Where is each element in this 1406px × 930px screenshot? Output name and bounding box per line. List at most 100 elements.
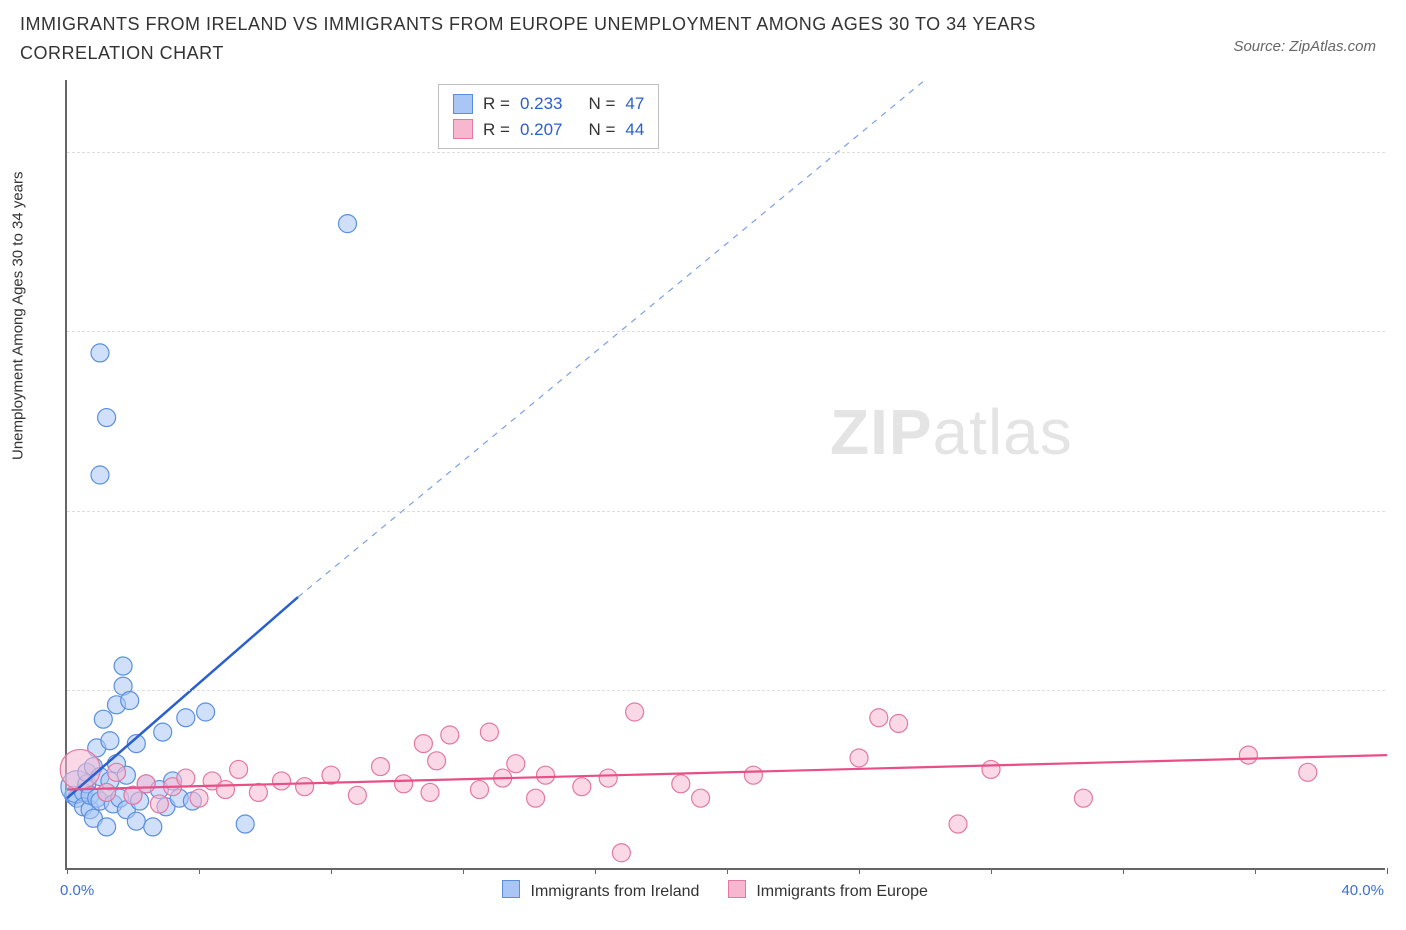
data-point-ireland [154, 723, 172, 741]
data-point-europe [1239, 746, 1257, 764]
data-point-ireland [101, 732, 119, 750]
data-point-europe [441, 726, 459, 744]
data-point-ireland [98, 409, 116, 427]
n-value-europe: 44 [625, 117, 644, 143]
data-point-europe [850, 749, 868, 767]
stat-row-europe: R = 0.207 N = 44 [453, 117, 644, 143]
stat-swatch-europe [453, 119, 473, 139]
data-point-europe [599, 769, 617, 787]
data-point-europe [527, 789, 545, 807]
trend-line [67, 597, 298, 798]
data-point-europe [537, 766, 555, 784]
data-point-ireland [91, 344, 109, 362]
data-point-ireland [121, 692, 139, 710]
x-tick-mark [199, 868, 200, 874]
data-point-europe [612, 844, 630, 862]
data-point-europe [177, 769, 195, 787]
chart-title: IMMIGRANTS FROM IRELAND VS IMMIGRANTS FR… [20, 10, 1120, 68]
data-point-europe [1074, 789, 1092, 807]
y-tick-label: 50.0% [1390, 143, 1406, 160]
data-point-europe [672, 775, 690, 793]
y-tick-label: 37.5% [1390, 323, 1406, 340]
x-tick-mark [1255, 868, 1256, 874]
trend-line [298, 80, 925, 597]
n-label: N = [588, 117, 615, 143]
x-tick-mark [1387, 868, 1388, 874]
data-point-europe [471, 781, 489, 799]
data-point-europe [296, 778, 314, 796]
data-point-ireland [177, 709, 195, 727]
legend-label-ireland: Immigrants from Ireland [531, 883, 700, 900]
data-point-europe [249, 783, 267, 801]
data-point-europe [395, 775, 413, 793]
data-point-europe [507, 755, 525, 773]
legend-swatch-ireland [502, 880, 520, 898]
data-point-europe [150, 795, 168, 813]
data-point-europe [348, 786, 366, 804]
plot-area: 12.5%25.0%37.5%50.0% [65, 80, 1385, 870]
data-point-ireland [127, 812, 145, 830]
data-point-ireland [98, 818, 116, 836]
source-label: Source: ZipAtlas.com [1233, 38, 1376, 55]
data-point-europe [870, 709, 888, 727]
data-point-europe [414, 735, 432, 753]
x-tick-mark [331, 868, 332, 874]
x-tick-mark [991, 868, 992, 874]
data-point-ireland [114, 657, 132, 675]
gridline-h [67, 511, 1385, 512]
trend-line [67, 755, 1387, 789]
x-tick-mark [463, 868, 464, 874]
legend-swatch-europe [728, 880, 746, 898]
data-point-ireland [144, 818, 162, 836]
data-point-europe [372, 758, 390, 776]
legend-label-europe: Immigrants from Europe [756, 883, 928, 900]
data-point-europe [573, 778, 591, 796]
data-point-europe [216, 781, 234, 799]
stat-swatch-ireland [453, 94, 473, 114]
data-point-europe [60, 749, 100, 789]
data-point-europe [98, 783, 116, 801]
points-group [60, 215, 1317, 862]
data-point-europe [949, 815, 967, 833]
n-value-ireland: 47 [625, 91, 644, 117]
r-value-europe: 0.207 [520, 117, 563, 143]
n-label: N = [588, 91, 615, 117]
data-point-europe [108, 763, 126, 781]
data-point-europe [428, 752, 446, 770]
stat-legend-box: R = 0.233 N = 47 R = 0.207 N = 44 [438, 84, 659, 149]
gridline-h [67, 152, 1385, 153]
r-value-ireland: 0.233 [520, 91, 563, 117]
data-point-ireland [236, 815, 254, 833]
data-point-ireland [339, 215, 357, 233]
data-point-ireland [94, 710, 112, 728]
y-tick-label: 25.0% [1390, 502, 1406, 519]
stat-row-ireland: R = 0.233 N = 47 [453, 91, 644, 117]
r-label: R = [483, 91, 510, 117]
data-point-europe [273, 772, 291, 790]
data-point-europe [982, 760, 1000, 778]
y-tick-label: 12.5% [1390, 682, 1406, 699]
data-point-europe [1299, 763, 1317, 781]
x-tick-mark [727, 868, 728, 874]
data-point-europe [692, 789, 710, 807]
data-point-europe [190, 789, 208, 807]
data-point-ireland [197, 703, 215, 721]
plot-svg [67, 80, 1385, 868]
data-point-europe [744, 766, 762, 784]
r-label: R = [483, 117, 510, 143]
x-tick-mark [859, 868, 860, 874]
gridline-h [67, 690, 1385, 691]
data-point-europe [421, 783, 439, 801]
x-tick-mark [1123, 868, 1124, 874]
data-point-europe [890, 714, 908, 732]
gridline-h [67, 331, 1385, 332]
legend-bottom: Immigrants from Ireland Immigrants from … [0, 880, 1406, 901]
x-tick-mark [595, 868, 596, 874]
x-tick-mark [67, 868, 68, 874]
data-point-europe [230, 760, 248, 778]
data-point-europe [626, 703, 644, 721]
data-point-ireland [91, 466, 109, 484]
data-point-europe [480, 723, 498, 741]
y-axis-label: Unemployment Among Ages 30 to 34 years [10, 171, 27, 460]
data-point-europe [137, 775, 155, 793]
